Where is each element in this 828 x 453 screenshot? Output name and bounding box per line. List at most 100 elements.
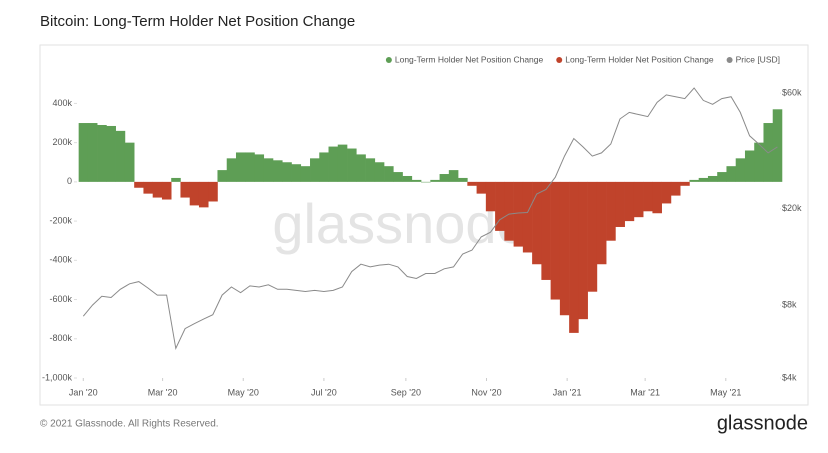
bar <box>458 177 468 182</box>
bar <box>698 177 709 182</box>
x-tick-label: Mar '21 <box>630 387 660 397</box>
bar <box>606 181 616 241</box>
bar <box>78 123 89 182</box>
bar <box>633 181 644 218</box>
bar <box>115 130 126 182</box>
x-tick-label: Sep '20 <box>391 387 421 397</box>
bar <box>439 174 450 182</box>
bar <box>652 181 662 214</box>
y-tick-label: -1,000k <box>42 372 73 382</box>
bar <box>291 164 302 182</box>
y-tick-label: 200k <box>52 137 72 147</box>
bar <box>578 181 588 320</box>
bar <box>680 181 690 186</box>
bar <box>310 158 320 182</box>
bar <box>198 181 209 208</box>
bar <box>707 175 718 182</box>
bar <box>744 150 755 182</box>
y-tick-label: 0 <box>67 176 72 186</box>
bar <box>485 181 496 212</box>
x-tick-label: May '21 <box>710 387 741 397</box>
bar <box>476 181 487 194</box>
x-tick-label: Mar '20 <box>148 387 178 397</box>
y-tick-label: -400k <box>49 255 72 265</box>
bar <box>171 177 181 182</box>
bar <box>124 142 135 182</box>
bar <box>587 181 598 292</box>
bar <box>87 123 98 182</box>
x-tick-label: Nov '20 <box>471 387 501 397</box>
x-tick-label: Jul '20 <box>311 387 337 397</box>
bar <box>735 158 746 182</box>
bar <box>670 181 681 196</box>
bar <box>402 175 413 182</box>
price-line <box>82 87 778 351</box>
bar <box>143 181 153 194</box>
bar <box>541 181 551 280</box>
y-tick-label: -800k <box>49 333 72 343</box>
bar <box>365 158 376 182</box>
bar <box>504 181 514 241</box>
bar <box>328 146 339 182</box>
logo: glassnode <box>717 412 808 434</box>
bar <box>522 181 533 253</box>
bar <box>532 181 542 265</box>
bar <box>393 172 403 182</box>
bar <box>374 162 385 182</box>
bar <box>726 166 737 182</box>
plot-frame <box>39 44 809 406</box>
bar <box>411 179 422 182</box>
bar <box>106 125 116 182</box>
bar <box>134 181 144 188</box>
bar <box>559 181 570 316</box>
bar <box>495 181 505 231</box>
bar <box>319 152 329 182</box>
bar <box>430 179 440 182</box>
legend-swatch <box>556 57 563 63</box>
bar <box>513 181 524 247</box>
y2-tick-label: $8k <box>782 299 797 309</box>
bar <box>152 181 163 198</box>
bar <box>300 166 311 182</box>
bar <box>263 158 274 182</box>
bar <box>421 181 431 183</box>
chart-title: Bitcoin: Long-Term Holder Net Position C… <box>40 13 355 30</box>
bar <box>596 181 607 265</box>
x-tick-label: May '20 <box>228 387 259 397</box>
y-tick-label: -200k <box>49 215 72 225</box>
bar <box>282 162 292 182</box>
bar <box>347 148 357 182</box>
legend-swatch <box>726 57 733 63</box>
bar <box>217 170 228 182</box>
legend-label: Price [USD] <box>736 54 780 64</box>
bar <box>273 160 283 182</box>
bar <box>245 152 255 182</box>
bar <box>754 142 764 182</box>
x-tick-label: Jan '20 <box>69 387 98 397</box>
bar <box>161 181 172 200</box>
legend-swatch <box>385 57 392 63</box>
bar <box>254 154 265 182</box>
bar <box>772 109 783 182</box>
bar <box>356 154 366 182</box>
bar <box>384 166 394 182</box>
bar <box>97 124 107 182</box>
bar <box>208 181 218 202</box>
bar <box>337 144 348 182</box>
bar <box>467 181 477 186</box>
bar <box>189 181 200 206</box>
bar <box>235 152 246 182</box>
y-tick-label: 400k <box>52 98 72 108</box>
watermark: glassnode <box>272 192 527 255</box>
bar <box>661 181 672 204</box>
bar <box>643 181 653 212</box>
bar <box>624 181 635 222</box>
y2-tick-label: $60k <box>782 88 802 98</box>
legend-label: Long-Term Holder Net Position Change <box>565 54 714 64</box>
bar <box>448 170 459 182</box>
bar <box>550 181 561 300</box>
bar <box>717 172 727 182</box>
legend-label: Long-Term Holder Net Position Change <box>395 54 544 64</box>
bar <box>226 158 237 182</box>
